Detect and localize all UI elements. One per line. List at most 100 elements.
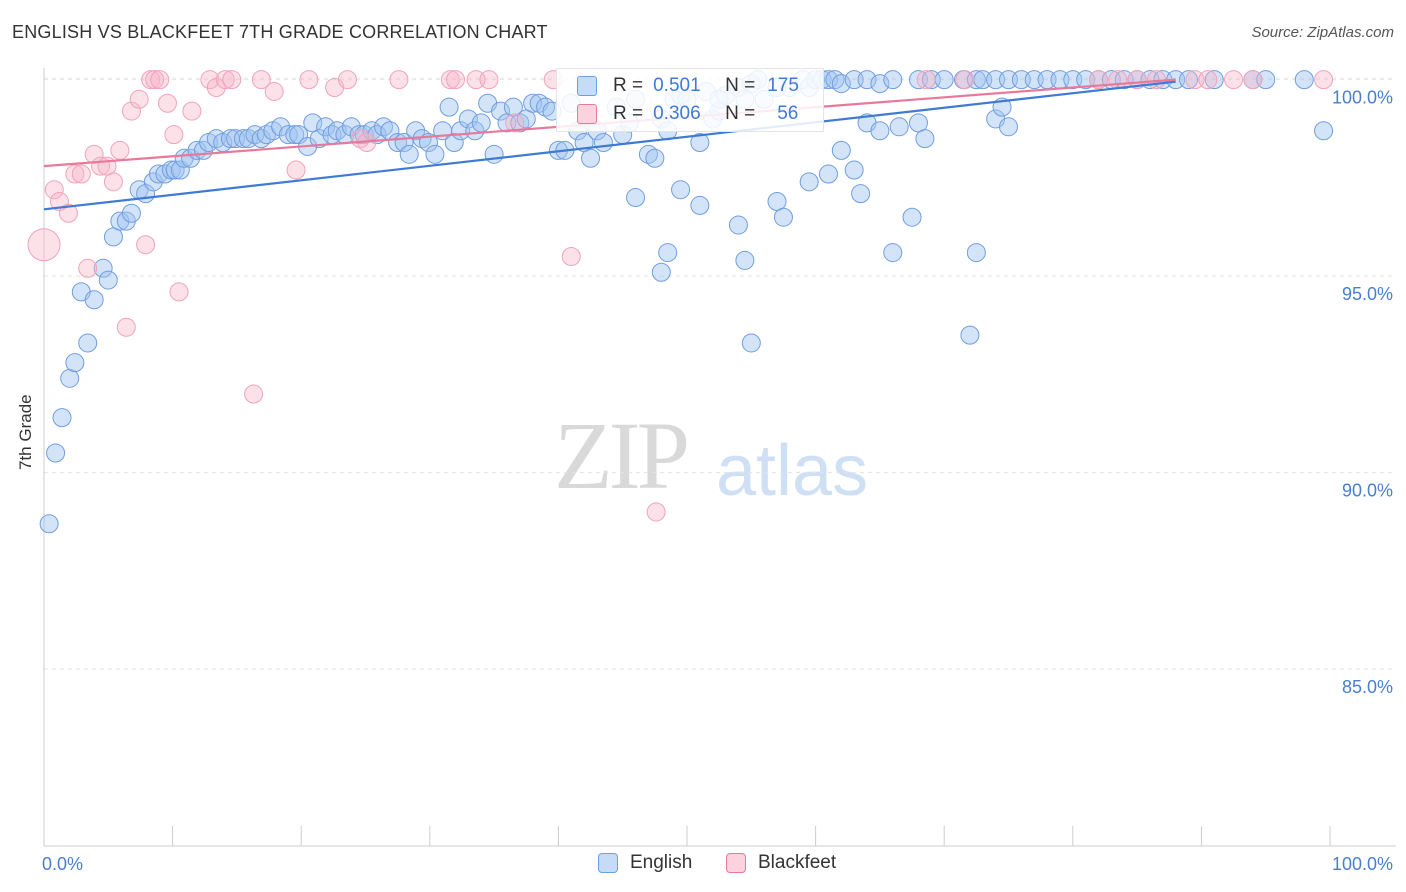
point-blackfeet <box>1108 70 1128 90</box>
point-english <box>251 129 271 149</box>
point-english <box>831 140 851 160</box>
point-english <box>870 74 890 94</box>
stats-n-value-english: 175 <box>767 75 799 96</box>
point-english <box>645 148 665 168</box>
point-english <box>581 148 601 168</box>
point-english <box>960 325 980 345</box>
watermark-zip: ZIP <box>554 402 690 509</box>
point-blackfeet <box>44 180 64 200</box>
stats-r-label: R = <box>613 75 644 96</box>
point-english <box>444 133 464 153</box>
source-label: Source: ZipAtlas.com <box>1251 24 1394 41</box>
point-english <box>690 195 710 215</box>
point-english <box>1179 70 1199 90</box>
point-english <box>966 243 986 263</box>
point-blackfeet <box>479 70 499 90</box>
point-english <box>831 74 851 94</box>
point-english <box>316 117 336 137</box>
point-blackfeet <box>299 70 319 90</box>
stats-n-label: N = <box>725 75 756 96</box>
y-tick-label: 85.0% <box>1342 677 1393 697</box>
point-english <box>915 129 935 149</box>
point-blackfeet <box>103 172 123 192</box>
legend-label-blackfeet: Blackfeet <box>758 852 837 873</box>
stats-swatch-english <box>577 76 597 96</box>
point-blackfeet <box>121 101 141 121</box>
point-blackfeet <box>646 502 666 522</box>
point-english <box>458 109 478 129</box>
point-english <box>857 70 877 90</box>
point-blackfeet <box>164 125 184 145</box>
point-english <box>78 333 98 353</box>
point-english <box>728 215 748 235</box>
point-blackfeet <box>286 160 306 180</box>
point-english <box>658 243 678 263</box>
point-blackfeet <box>1198 70 1218 90</box>
point-english <box>39 514 59 534</box>
point-blackfeet <box>561 247 581 266</box>
point-blackfeet <box>505 113 525 133</box>
point-english <box>999 117 1018 137</box>
chart-title: ENGLISH VS BLACKFEET 7TH GRADE CORRELATI… <box>12 22 548 42</box>
point-english <box>626 188 646 208</box>
point-blackfeet <box>955 70 975 90</box>
point-blackfeet <box>1224 70 1244 90</box>
point-blackfeet <box>446 70 466 90</box>
point-blackfeet <box>222 70 242 90</box>
point-english <box>1204 70 1224 90</box>
point-english <box>425 144 445 164</box>
point-english <box>65 353 85 373</box>
point-english <box>309 129 329 149</box>
legend-swatch-blackfeet <box>726 853 746 873</box>
point-blackfeet <box>1314 70 1334 90</box>
point-english <box>439 97 459 117</box>
point-english <box>741 333 761 353</box>
point-blackfeet <box>182 101 202 121</box>
point-english <box>799 172 819 192</box>
point-english <box>651 262 671 282</box>
stats-row-english: R = 0.501 N = 175 <box>577 75 799 97</box>
point-english <box>46 443 66 463</box>
point-blackfeet <box>116 317 136 337</box>
point-blackfeet <box>150 70 170 90</box>
point-english <box>934 70 954 90</box>
stats-n-label: N = <box>725 103 756 124</box>
point-english <box>406 121 426 141</box>
point-english <box>883 243 903 263</box>
point-english <box>121 203 141 223</box>
stats-n-value-blackfeet: 56 <box>777 103 799 124</box>
point-english <box>883 70 903 90</box>
point-blackfeet <box>27 228 61 262</box>
point-english <box>1314 121 1334 141</box>
legend-item-blackfeet[interactable]: Blackfeet <box>726 852 836 874</box>
point-english <box>98 270 118 290</box>
point-english <box>60 368 80 388</box>
point-blackfeet <box>244 384 264 404</box>
legend-item-english[interactable]: English <box>598 852 692 874</box>
y-tick-label: 100.0% <box>1332 88 1393 108</box>
point-blackfeet <box>65 164 85 184</box>
point-english <box>1294 70 1314 90</box>
point-english <box>93 258 113 278</box>
point-english <box>844 160 864 180</box>
point-blackfeet <box>145 70 165 90</box>
point-english <box>471 113 491 133</box>
point-blackfeet <box>71 164 91 184</box>
point-blackfeet <box>78 258 98 278</box>
x-tick-label-left: 0.0% <box>42 854 83 874</box>
point-english <box>889 117 909 137</box>
point-english <box>851 184 871 204</box>
point-blackfeet <box>389 70 409 90</box>
point-english <box>110 211 130 231</box>
point-english <box>671 180 691 200</box>
point-english <box>818 164 838 184</box>
stats-swatch-blackfeet <box>577 104 597 124</box>
y-tick-label: 95.0% <box>1342 284 1393 304</box>
point-english <box>902 207 922 227</box>
stats-box: R = 0.501 N = 175 R = 0.306 N = 56 <box>556 68 824 132</box>
point-english <box>523 93 543 113</box>
point-blackfeet <box>129 89 149 109</box>
point-english <box>399 144 419 164</box>
point-english <box>966 70 986 90</box>
point-blackfeet <box>264 81 284 101</box>
